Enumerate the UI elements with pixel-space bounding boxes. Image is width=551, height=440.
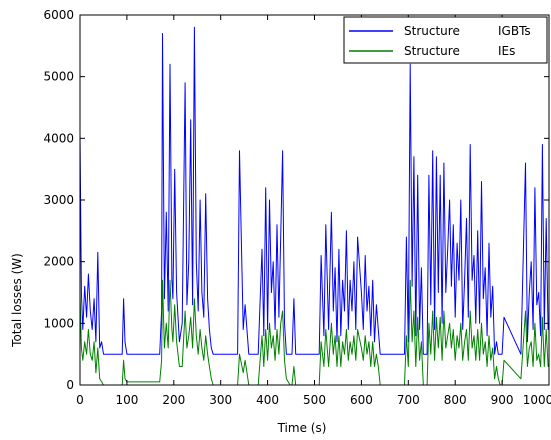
y-tick-label: 2000 [43,255,74,269]
x-axis-label: Time (s) [277,421,327,435]
series-igbts-line [79,26,550,355]
x-tick-label: 900 [491,393,514,407]
series-ies-line [79,279,549,386]
legend: Structure IGBTs Structure IEs [343,16,548,64]
x-tick-label: 700 [397,393,420,407]
y-tick-label: 1000 [43,316,74,330]
legend-device-label-igbts: IGBTs [498,24,531,38]
y-tick-label: 3000 [43,193,74,207]
y-tick-label: 6000 [43,8,74,22]
x-tick-label: 200 [162,393,185,407]
y-axis-label: Total losses (W) [10,253,24,348]
legend-structure-label-igbts: Structure [404,24,460,38]
x-tick-label: 800 [444,393,467,407]
x-tick-label: 0 [76,393,84,407]
plot-area [80,15,549,385]
x-tick-label: 100 [115,393,138,407]
x-tick-label: 300 [209,393,232,407]
legend-box [343,16,548,64]
y-tick-label: 5000 [43,70,74,84]
x-tick-label: 1000 [523,393,551,407]
x-tick-label: 400 [256,393,279,407]
axis-layer: 0 100 200 300 400 500 600 700 800 900 1000 0 1000 200… [43,8,551,407]
series-layer [79,26,550,386]
plot-frame [79,14,550,386]
x-tick-label: 500 [303,393,326,407]
legend-structure-label-ies: Structure [404,44,460,58]
legend-device-label-ies: IEs [498,44,515,58]
x-tick-label: 600 [350,393,373,407]
y-tick-label: 0 [66,378,74,392]
y-tick-label: 4000 [43,131,74,145]
